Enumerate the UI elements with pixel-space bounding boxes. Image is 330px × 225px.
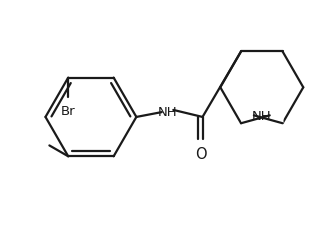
Text: NH: NH [158,105,177,118]
Text: NH: NH [252,109,272,122]
Text: O: O [195,146,206,161]
Text: Br: Br [61,105,76,118]
